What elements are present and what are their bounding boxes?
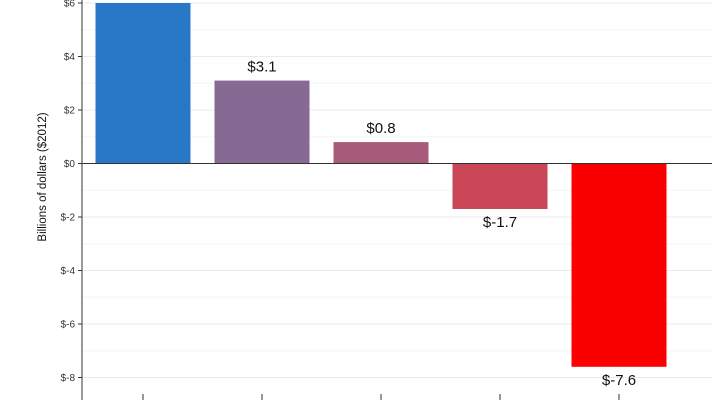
y-tick-label: $0	[64, 159, 76, 170]
data-labels: $3.1 $0.8 $-1.7 $-7.6	[247, 59, 636, 389]
y-tick-label: $-6	[61, 320, 76, 331]
data-label-3: $0.8	[366, 120, 395, 137]
y-axis: $6 $4 $2 $0 $-2 $-4 $-6 $-8	[61, 0, 83, 400]
y-tick-label: $-4	[61, 266, 76, 277]
bars	[95, 3, 667, 367]
y-tick-label: $6	[64, 0, 76, 10]
bar-4	[452, 163, 548, 209]
x-axis-ticks	[142, 394, 620, 400]
bar-3	[333, 142, 429, 164]
y-tick-label: $-2	[61, 213, 76, 224]
data-label-5: $-7.6	[602, 372, 636, 389]
y-tick-label: $-8	[61, 373, 76, 384]
bar-1	[95, 3, 191, 164]
data-label-2: $3.1	[247, 59, 276, 76]
bar-2	[214, 80, 310, 164]
y-axis-title: Billions of dollars ($2012)	[37, 112, 49, 241]
data-label-4: $-1.7	[483, 214, 517, 231]
y-tick-label: $4	[64, 52, 76, 63]
y-tick-label: $2	[64, 106, 76, 117]
bar-5	[571, 163, 667, 367]
